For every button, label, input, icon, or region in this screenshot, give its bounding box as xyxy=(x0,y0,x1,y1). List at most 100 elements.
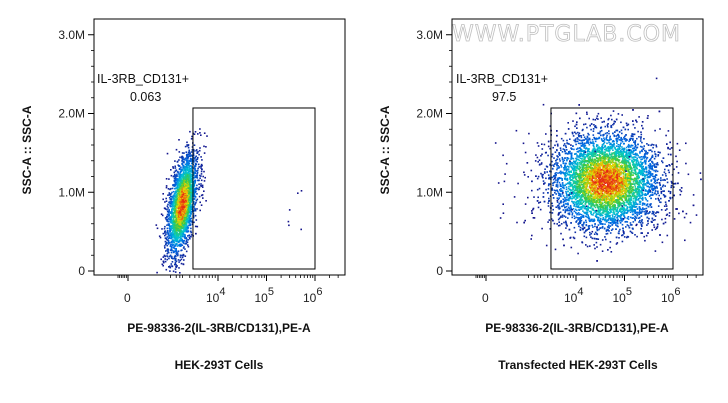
event-point xyxy=(594,125,597,127)
event-point xyxy=(179,227,181,230)
event-point xyxy=(175,177,177,180)
event-point xyxy=(613,135,616,138)
event-point xyxy=(590,128,592,131)
event-point xyxy=(178,221,181,223)
event-point xyxy=(174,204,177,206)
event-point xyxy=(190,235,192,238)
event-point xyxy=(182,175,185,177)
event-point xyxy=(186,141,188,144)
event-point xyxy=(178,243,181,246)
event-point xyxy=(297,192,299,194)
event-point xyxy=(186,145,189,147)
event-point xyxy=(189,214,191,216)
event-point xyxy=(180,178,182,180)
event-point xyxy=(567,187,570,190)
event-point xyxy=(169,216,171,219)
event-point xyxy=(667,130,670,132)
event-point xyxy=(169,219,172,221)
event-point xyxy=(185,193,188,195)
event-point xyxy=(541,153,543,156)
event-point xyxy=(166,208,168,211)
event-point xyxy=(187,153,190,155)
event-point xyxy=(178,222,180,225)
event-point xyxy=(172,224,175,227)
event-point xyxy=(179,236,181,239)
event-point xyxy=(190,196,192,198)
event-point xyxy=(653,181,656,184)
event-point xyxy=(189,224,192,227)
event-point xyxy=(178,195,181,198)
event-point xyxy=(579,155,582,157)
event-point xyxy=(572,135,575,137)
event-point xyxy=(196,152,198,154)
event-point xyxy=(161,214,164,217)
event-point xyxy=(186,191,189,193)
event-point xyxy=(179,173,181,175)
event-point xyxy=(184,196,186,198)
event-point xyxy=(180,166,182,169)
event-point xyxy=(639,203,641,205)
y-axis-ticks: 01.0M2.0M3.0M xyxy=(58,28,94,278)
event-point xyxy=(170,227,172,229)
event-point xyxy=(176,186,178,189)
event-point xyxy=(545,244,548,247)
event-point xyxy=(168,213,170,216)
event-point xyxy=(178,179,181,182)
event-point xyxy=(623,156,626,159)
event-point xyxy=(197,156,199,159)
event-point xyxy=(571,197,574,200)
event-point xyxy=(594,247,596,250)
event-point xyxy=(194,165,196,167)
event-point xyxy=(189,186,192,189)
x-tick-exponent: 6 xyxy=(316,286,322,298)
event-point xyxy=(193,206,195,208)
event-point xyxy=(596,149,599,152)
event-point xyxy=(196,169,199,172)
event-point xyxy=(166,252,169,255)
event-point xyxy=(184,187,186,189)
event-point xyxy=(184,170,187,172)
event-point xyxy=(193,198,196,200)
event-point xyxy=(545,133,547,135)
event-point xyxy=(198,174,201,177)
event-point xyxy=(182,224,185,226)
event-point xyxy=(655,77,658,80)
event-point xyxy=(164,237,167,239)
event-point xyxy=(189,185,191,188)
event-point xyxy=(183,228,185,230)
event-point xyxy=(185,238,188,240)
event-point xyxy=(166,218,169,221)
event-point xyxy=(170,234,172,236)
event-point xyxy=(185,170,188,172)
event-point xyxy=(189,157,192,160)
event-point xyxy=(181,187,183,189)
event-point xyxy=(171,205,173,207)
event-point xyxy=(187,204,190,206)
event-point xyxy=(536,188,539,191)
event-point xyxy=(198,183,200,185)
event-point xyxy=(184,209,186,211)
event-point xyxy=(165,185,168,187)
event-point xyxy=(194,214,197,217)
event-point xyxy=(176,254,179,257)
event-point xyxy=(171,207,174,209)
event-point xyxy=(190,159,192,161)
event-point xyxy=(170,222,172,224)
event-point xyxy=(168,242,171,244)
event-point xyxy=(628,146,630,148)
event-point xyxy=(562,162,565,165)
event-point xyxy=(189,207,191,209)
event-point xyxy=(689,221,692,224)
event-point xyxy=(651,210,654,213)
event-point xyxy=(189,211,191,214)
event-point xyxy=(183,195,185,197)
event-point xyxy=(184,178,186,180)
event-point xyxy=(186,196,189,198)
event-point xyxy=(172,232,174,235)
event-point xyxy=(549,211,551,214)
event-point xyxy=(175,213,178,216)
event-point xyxy=(162,232,165,235)
event-point xyxy=(648,149,650,152)
event-point xyxy=(178,209,180,211)
event-point xyxy=(578,159,581,162)
